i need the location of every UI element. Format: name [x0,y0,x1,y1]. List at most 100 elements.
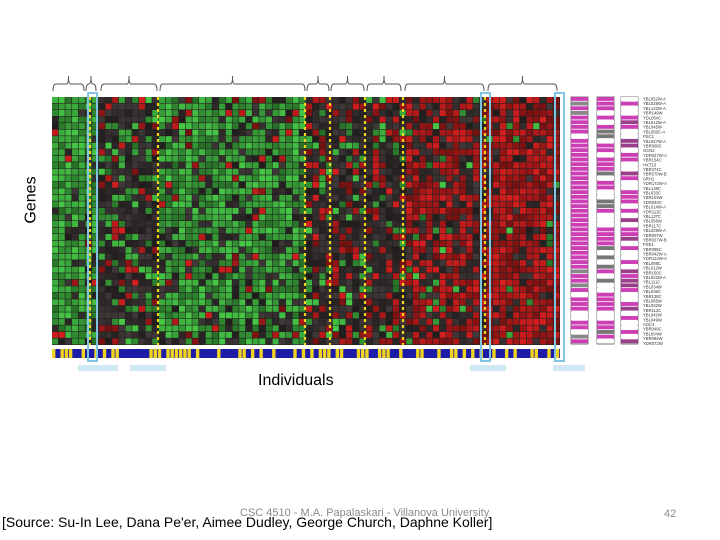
heatmap-cell [259,234,266,240]
heatmap-cell [145,299,152,306]
heatmap-cell [453,247,460,254]
heatmap-cell [58,221,65,227]
heatmap-cell [399,201,406,208]
heatmap-cell [52,175,59,182]
heatmap-cell [65,331,72,338]
heatmap-cell [58,116,65,123]
heatmap-cell [366,201,373,208]
heatmap-cell [179,188,186,195]
heatmap-cell [379,194,386,201]
heatmap-cell [519,155,526,162]
individual-marker [149,349,153,358]
heatmap-cell [165,123,172,130]
heatmap-cell [78,142,85,149]
heatmap-cell [112,338,119,345]
heatmap-cell [279,325,286,332]
heatmap-cell [265,110,272,116]
heatmap-cell [426,175,433,182]
heatmap-cell [339,325,346,332]
heatmap-cell [98,260,105,267]
heatmap-cell [165,116,172,123]
gene-name: YBR138C [643,294,662,299]
heatmap-cell [312,312,319,319]
heatmap-cell [466,305,473,312]
heatmap-cell [78,162,85,169]
heatmap-cell [473,266,480,273]
individual-marker [301,349,306,358]
heatmap-cell [58,97,65,103]
heatmap-cell [112,194,119,201]
heatmap-cell [392,266,399,273]
gene-name: YBR085C [643,247,662,252]
heatmap-cell [379,201,386,208]
heatmap-cell [519,338,526,345]
heatmap-cell [58,305,65,312]
heatmap-cell [265,207,272,214]
heatmap-cell [386,253,393,260]
heatmap-cell [346,181,353,188]
heatmap-cell [479,331,486,338]
heatmap-cell [439,260,446,267]
heatmap-cell [239,162,246,169]
heatmap-cell [165,103,172,110]
annotation-cell [621,110,638,115]
heatmap-cell [386,292,393,299]
heatmap-cell [319,181,326,188]
heatmap-cell [145,331,152,338]
heatmap-cell [506,123,513,130]
heatmap-cell [138,299,145,306]
heatmap-cell [232,168,239,175]
heatmap-cell [366,325,373,332]
cluster-brace [330,75,365,92]
heatmap-cell [332,181,339,188]
gene-name: YBR084W [643,336,663,341]
heatmap-cell [306,207,313,214]
heatmap-cell [379,175,386,182]
heatmap-cell [306,305,313,312]
heatmap-cell [392,194,399,201]
heatmap-cell [285,227,293,234]
heatmap-cell [279,97,286,103]
annotation-cell [597,190,614,195]
heatmap-cell [352,299,359,306]
heatmap-cell [219,149,226,156]
heatmap-cell [379,305,386,312]
heatmap-cell [352,103,359,110]
heatmap-cell [466,155,473,162]
heatmap-cell [299,305,306,312]
annotation-cell [597,162,614,167]
heatmap-cell [493,129,500,136]
heatmap-cell [292,194,299,201]
heatmap-cell [453,123,460,130]
heatmap-cell [426,331,433,338]
heatmap-cell [359,201,366,208]
heatmap-cell [433,253,440,260]
heatmap-cell [259,273,266,280]
heatmap-cell [138,194,145,201]
heatmap-cell [473,214,480,221]
heatmap-cell [105,273,112,280]
heatmap-cell [65,299,72,306]
heatmap-cell [433,207,440,214]
heatmap-cell [526,207,533,214]
heatmap-cell [132,207,139,214]
heatmap-cell [526,214,533,221]
annotation-cell [621,269,638,274]
heatmap-cell [479,318,486,325]
heatmap-cell [265,247,272,254]
heatmap-cell [379,168,386,175]
annotation-cell [597,325,614,330]
heatmap-cell [412,175,420,182]
heatmap-cell [158,207,166,214]
heatmap-cell [339,299,346,306]
heatmap-cell [92,331,99,338]
heatmap-cell [392,149,399,156]
heatmap-cell [332,214,339,221]
heatmap-cell [72,286,79,293]
annotation-cell [621,171,638,176]
individual-marker [335,349,340,358]
heatmap-cell [232,188,239,195]
heatmap-cell [379,227,386,234]
heatmap-cell [419,214,426,221]
